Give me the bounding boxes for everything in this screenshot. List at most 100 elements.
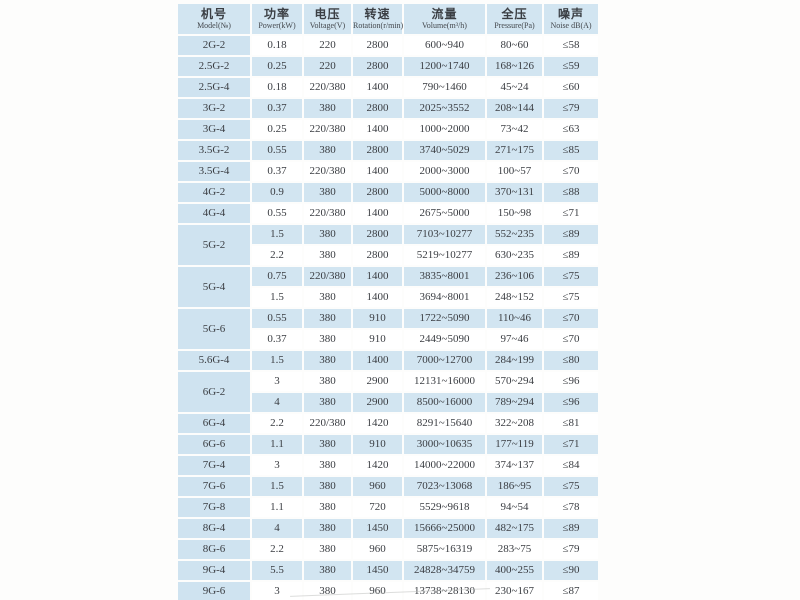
cell-model: 3G-2 [178,99,250,118]
cell-power: 4 [252,393,302,412]
table-row: 0.37 380 910 2449~5090 97~46 ≤70 [178,330,598,349]
cell-volume: 15666~25000 [404,519,485,538]
cell-volume: 3835~8001 [404,267,485,286]
cell-volume: 14000~22000 [404,456,485,475]
cell-power: 0.37 [252,162,302,181]
table-row: 6G-2 3 380 2900 12131~16000 570~294 ≤96 [178,372,598,412]
cell-model: 6G-2 [178,372,250,412]
cell-power: 2.2 [252,540,302,559]
cell-model: 7G-8 [178,498,250,517]
cell-rotation: 2800 [353,246,402,265]
cell-noise: ≤90 [544,561,598,580]
column-header-zh: 机号 [200,7,227,21]
fan-spec-table: 机号 Model(№) 功率 Power(kW) 电压 Voltage(V) 转速 Rotat… [176,2,600,600]
cell-pressure: 100~57 [487,162,542,181]
column-header-zh: 流量 [431,7,458,21]
cell-model: 9G-4 [178,561,250,580]
cell-voltage: 380 [304,435,351,454]
table-row: 5G-2 1.5 380 2800 7103~10277 552~235 ≤89 [178,225,598,265]
cell-noise: ≤71 [544,435,598,454]
cell-power: 3 [252,582,302,600]
cell-rotation: 2800 [353,57,402,76]
cell-noise: ≤79 [544,540,598,559]
cell-pressure: 80~60 [487,36,542,55]
cell-noise: ≤79 [544,99,598,118]
cell-noise: ≤81 [544,414,598,433]
cell-volume: 5219~10277 [404,246,485,265]
cell-volume: 3694~8001 [404,288,485,307]
cell-model: 5G-4 [178,267,250,307]
table-header: 机号 Model(№) 功率 Power(kW) 电压 Voltage(V) 转速 Rotat… [178,4,598,34]
cell-model: 3.5G-2 [178,141,250,160]
cell-power: 0.55 [252,204,302,223]
cell-voltage: 220/380 [304,267,351,286]
cell-pressure: 110~46 [487,309,542,328]
table-row: 4G-4 0.55 220/380 1400 2675~5000 150~98 ≤71 [178,204,598,223]
table-row: 9G-6 3 380 960 13738~28130 230~167 ≤87 [178,582,598,600]
cell-rotation: 1420 [353,456,402,475]
cell-noise: ≤87 [544,582,598,600]
cell-power: 0.55 [252,141,302,160]
column-header-zh: 功率 [263,7,290,21]
table-row: 8G-6 2.2 380 960 5875~16319 283~75 ≤79 [178,540,598,559]
cell-pressure: 284~199 [487,351,542,370]
cell-voltage: 380 [304,99,351,118]
cell-pressure: 248~152 [487,288,542,307]
cell-rotation: 720 [353,498,402,517]
cell-volume: 5875~16319 [404,540,485,559]
cell-rotation: 960 [353,582,402,600]
cell-volume: 5529~9618 [404,498,485,517]
cell-rotation: 1450 [353,561,402,580]
cell-model: 8G-6 [178,540,250,559]
cell-volume: 8500~16000 [404,393,485,412]
cell-pressure: 630~235 [487,246,542,265]
cell-noise: ≤58 [544,36,598,55]
cell-noise: ≤89 [544,246,598,265]
cell-rotation: 1400 [353,78,402,97]
cell-pressure: 45~24 [487,78,542,97]
cell-noise: ≤59 [544,57,598,76]
cell-pressure: 283~75 [487,540,542,559]
cell-volume: 600~940 [404,36,485,55]
cell-noise: ≤75 [544,288,598,307]
cell-voltage: 380 [304,519,351,538]
table-row: 6G-6 1.1 380 910 3000~10635 177~119 ≤71 [178,435,598,454]
cell-model: 5G-6 [178,309,250,349]
cell-noise: ≤63 [544,120,598,139]
cell-pressure: 186~95 [487,477,542,496]
cell-voltage: 220 [304,36,351,55]
cell-power: 4 [252,519,302,538]
table-row: 4G-2 0.9 380 2800 5000~8000 370~131 ≤88 [178,183,598,202]
cell-model: 3G-4 [178,120,250,139]
cell-noise: ≤89 [544,225,598,244]
column-header-zh: 全压 [501,7,528,21]
cell-pressure: 94~54 [487,498,542,517]
cell-noise: ≤70 [544,330,598,349]
cell-voltage: 380 [304,372,351,391]
cell-noise: ≤80 [544,351,598,370]
table-row: 3G-4 0.25 220/380 1400 1000~2000 73~42 ≤63 [178,120,598,139]
column-header-pressure: 全压 Pressure(Pa) [487,4,542,34]
cell-voltage: 380 [304,498,351,517]
cell-power: 0.18 [252,36,302,55]
column-header-en: Volume(m³/h) [422,21,467,30]
cell-noise: ≤70 [544,162,598,181]
table-row: 1.5 380 1400 3694~8001 248~152 ≤75 [178,288,598,307]
cell-noise: ≤75 [544,477,598,496]
cell-voltage: 220/380 [304,414,351,433]
cell-volume: 7023~13068 [404,477,485,496]
cell-voltage: 380 [304,330,351,349]
cell-rotation: 960 [353,477,402,496]
header-row: 机号 Model(№) 功率 Power(kW) 电压 Voltage(V) 转速 Rotat… [178,4,598,34]
cell-rotation: 960 [353,540,402,559]
cell-pressure: 374~137 [487,456,542,475]
cell-model: 2G-2 [178,36,250,55]
cell-rotation: 2800 [353,183,402,202]
cell-noise: ≤96 [544,393,598,412]
cell-rotation: 2900 [353,372,402,391]
cell-voltage: 380 [304,540,351,559]
cell-rotation: 1450 [353,519,402,538]
cell-voltage: 380 [304,141,351,160]
cell-model: 2.5G-4 [178,78,250,97]
cell-model: 5.6G-4 [178,351,250,370]
